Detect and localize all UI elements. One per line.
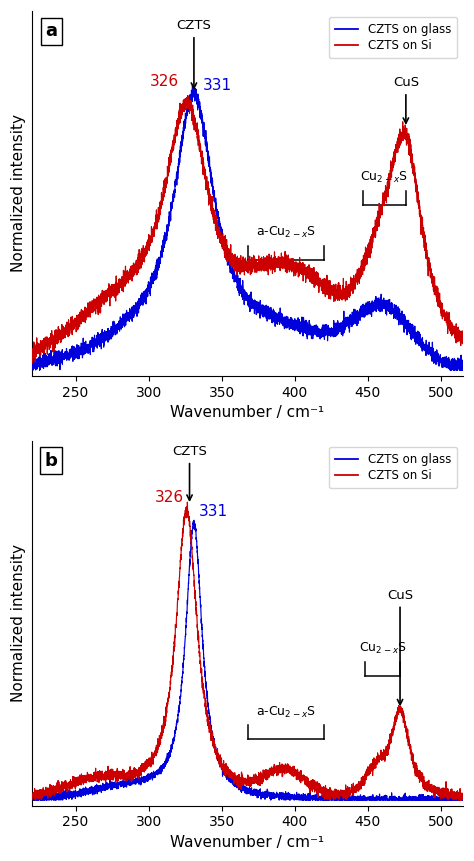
Text: CZTS: CZTS xyxy=(176,19,211,88)
X-axis label: Wavenumber / cm⁻¹: Wavenumber / cm⁻¹ xyxy=(170,405,324,420)
Text: 331: 331 xyxy=(198,505,228,519)
Text: CuS: CuS xyxy=(393,76,419,123)
Text: 331: 331 xyxy=(203,77,232,93)
Text: b: b xyxy=(45,452,57,470)
Text: a-Cu$_{2-x}$S: a-Cu$_{2-x}$S xyxy=(256,705,316,720)
Text: CZTS: CZTS xyxy=(172,445,207,500)
Text: Cu$_{2-x}$S: Cu$_{2-x}$S xyxy=(358,641,406,656)
Text: 326: 326 xyxy=(155,490,183,505)
Text: Cu$_{2-x}$S: Cu$_{2-x}$S xyxy=(360,170,408,185)
X-axis label: Wavenumber / cm⁻¹: Wavenumber / cm⁻¹ xyxy=(170,835,324,850)
Text: CuS: CuS xyxy=(387,589,413,705)
Y-axis label: Normalized intensity: Normalized intensity xyxy=(11,544,26,703)
Text: 326: 326 xyxy=(150,74,179,89)
Y-axis label: Normalized intensity: Normalized intensity xyxy=(11,115,26,272)
Legend: CZTS on glass, CZTS on Si: CZTS on glass, CZTS on Si xyxy=(329,447,457,488)
Legend: CZTS on glass, CZTS on Si: CZTS on glass, CZTS on Si xyxy=(329,17,457,59)
Text: a: a xyxy=(45,22,57,40)
Text: a-Cu$_{2-x}$S: a-Cu$_{2-x}$S xyxy=(256,226,316,240)
